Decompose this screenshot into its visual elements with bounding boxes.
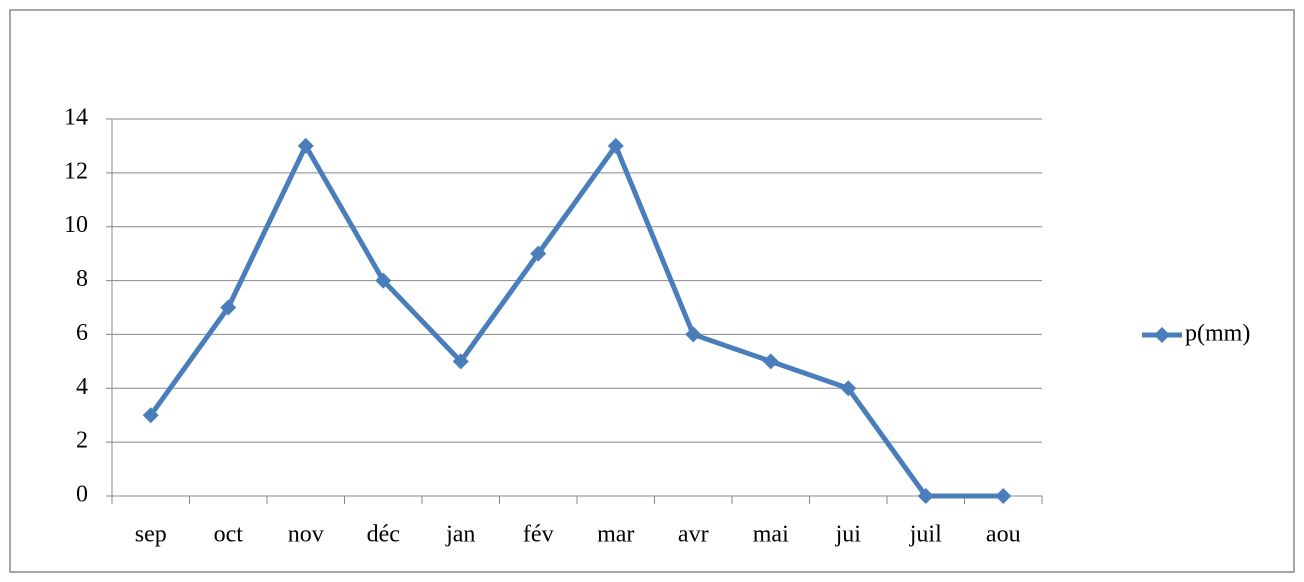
x-tick-label: jan bbox=[445, 522, 475, 548]
y-tick-label: 0 bbox=[76, 482, 88, 508]
marker bbox=[607, 137, 624, 154]
y-tick-label: 6 bbox=[76, 320, 88, 346]
x-tick-label: sep bbox=[135, 522, 167, 548]
marker bbox=[840, 380, 857, 397]
marker bbox=[220, 299, 237, 316]
marker bbox=[685, 326, 702, 343]
marker bbox=[452, 353, 469, 370]
chart-border bbox=[9, 9, 1295, 573]
marker bbox=[530, 245, 547, 262]
marker bbox=[297, 137, 314, 154]
marker bbox=[762, 353, 779, 370]
x-tick-label: aou bbox=[986, 522, 1021, 548]
x-tick-label: déc bbox=[367, 522, 400, 548]
x-tick-label: nov bbox=[288, 522, 324, 548]
y-tick-label: 4 bbox=[76, 374, 88, 400]
marker bbox=[142, 407, 159, 424]
marker bbox=[995, 488, 1012, 504]
y-tick-label: 10 bbox=[64, 212, 88, 238]
y-tick-label: 8 bbox=[76, 266, 88, 292]
marker bbox=[375, 272, 392, 289]
y-tick-label: 2 bbox=[76, 428, 88, 454]
line-series bbox=[148, 143, 1004, 499]
x-tick-label: avr bbox=[678, 522, 709, 548]
x-tick-label: juil bbox=[909, 522, 942, 548]
x-tick-label: fév bbox=[523, 522, 554, 548]
legend-marker bbox=[1154, 327, 1170, 343]
x-tick-label: mai bbox=[753, 522, 789, 548]
x-tick-label: jui bbox=[835, 522, 862, 548]
x-tick-label: mar bbox=[597, 522, 634, 548]
x-tick-label: oct bbox=[214, 522, 244, 548]
y-tick-label: 14 bbox=[64, 105, 88, 131]
legend-label: p(mm) bbox=[1185, 321, 1250, 347]
marker bbox=[917, 488, 934, 504]
y-tick-label: 12 bbox=[64, 158, 88, 184]
